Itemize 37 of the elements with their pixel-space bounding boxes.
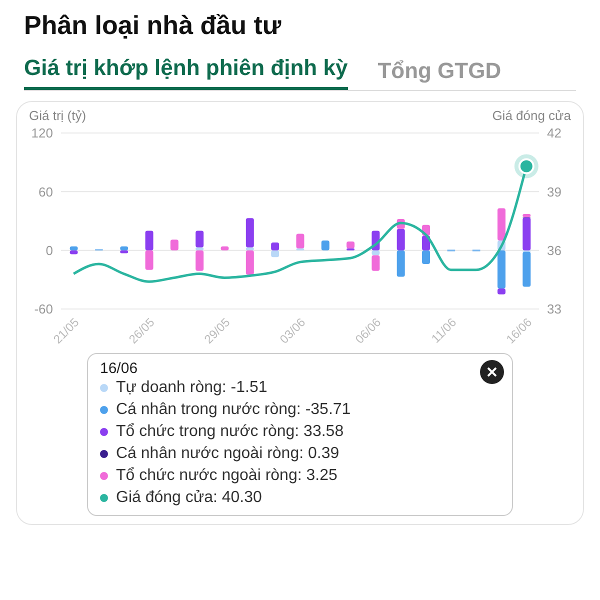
y-tick-label: 0 bbox=[46, 242, 53, 258]
bar bbox=[497, 250, 506, 288]
y2-tick-label: 42 bbox=[547, 126, 562, 141]
chart-subtitle: Giá trị khớp lệnh phiên định kỳ bbox=[24, 55, 348, 90]
y-tick-label: 120 bbox=[31, 126, 53, 141]
bar bbox=[396, 228, 405, 250]
text: Giá đóng cửa: 40.30 bbox=[116, 488, 262, 508]
bar bbox=[497, 208, 506, 241]
bar bbox=[196, 250, 204, 271]
bar bbox=[246, 218, 254, 248]
text: Tổ chức trong nước ròng: 33.58 bbox=[116, 422, 344, 442]
text: 16/06 bbox=[100, 360, 139, 377]
bar bbox=[170, 240, 178, 250]
bar bbox=[321, 240, 330, 250]
y2-tick-label: 36 bbox=[547, 242, 562, 258]
text: Tự doanh ròng: -1.51 bbox=[116, 378, 268, 398]
bar bbox=[422, 250, 430, 264]
text: Cá nhân trong nước ròng: -35.71 bbox=[116, 400, 351, 420]
chart-title: Phân loại nhà đầu tư bbox=[24, 10, 282, 41]
bar bbox=[522, 252, 531, 287]
y2-axis-title: Giá đóng cửa bbox=[492, 108, 571, 123]
text: Cá nhân nước ngoài ròng: 0.39 bbox=[116, 444, 340, 464]
bar bbox=[396, 250, 405, 277]
bar bbox=[296, 234, 304, 248]
y2-tick-label: 39 bbox=[547, 184, 562, 200]
text: Tổ chức nước ngoài ròng: 3.25 bbox=[116, 466, 338, 486]
y-axis-title: Giá trị (tỷ) bbox=[29, 108, 86, 123]
bar bbox=[145, 250, 154, 270]
text: Tổng GTGD bbox=[378, 58, 502, 85]
y2-tick-label: 33 bbox=[547, 302, 562, 317]
bar bbox=[522, 218, 531, 250]
bar bbox=[145, 230, 154, 250]
y-tick-label: 60 bbox=[38, 184, 53, 200]
y-tick-label: -60 bbox=[34, 302, 53, 317]
bar bbox=[246, 250, 254, 275]
bar bbox=[372, 255, 380, 271]
bar bbox=[196, 230, 204, 248]
